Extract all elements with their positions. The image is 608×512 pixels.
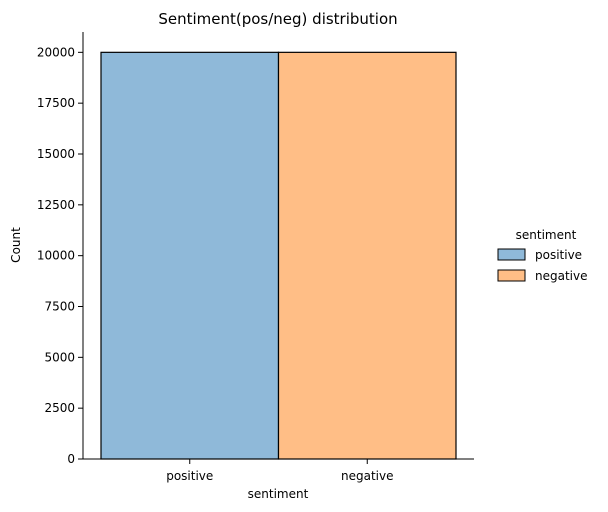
y-tick-label: 7500 [44, 300, 75, 314]
bar-negative [277, 51, 457, 460]
legend-title: sentiment [516, 228, 577, 242]
bar-positive [100, 51, 280, 460]
y-tick-label: 15000 [37, 147, 75, 161]
y-axis: 0 2500 5000 7500 10000 12500 15000 17500 20000 [37, 45, 83, 466]
legend-label-positive: positive [535, 248, 582, 262]
legend-swatch-positive [497, 248, 526, 261]
x-tick-label: negative [341, 469, 393, 483]
y-tick-label: 17500 [37, 96, 75, 110]
y-tick-label: 5000 [44, 350, 75, 364]
legend-label-negative: negative [535, 269, 587, 283]
legend-swatch-negative [497, 269, 526, 282]
chart-title: Sentiment(pos/neg) distribution [158, 10, 397, 28]
y-tick-label: 2500 [44, 401, 75, 415]
y-tick-label: 0 [67, 452, 75, 466]
legend: sentiment positive negative [497, 228, 587, 283]
y-axis-label: Count [9, 227, 23, 263]
y-tick-label: 20000 [37, 45, 75, 59]
y-tick-label: 10000 [37, 249, 75, 263]
y-tick-label: 12500 [37, 198, 75, 212]
x-axis-label: sentiment [248, 487, 309, 501]
bars [100, 51, 457, 460]
x-tick-label: positive [166, 469, 213, 483]
x-axis: positive negative [166, 459, 393, 483]
